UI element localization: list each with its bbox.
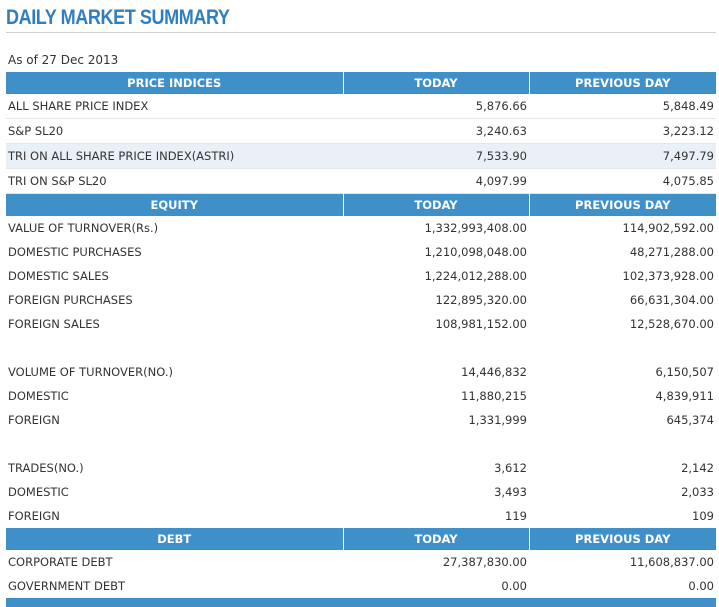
previous-day-value: 109 <box>692 509 714 523</box>
market-summary-table: PRICE INDICES TODAY PREVIOUS DAY ALL SHA… <box>6 72 716 607</box>
today-value: 1,332,993,408.00 <box>424 221 527 235</box>
previous-day-value: 66,631,304.00 <box>629 293 714 307</box>
table-row: VALUE OF TURNOVER(Rs.) 1,332,993,408.00 … <box>6 216 716 240</box>
page-title: DAILY MARKET SUMMARY <box>6 6 230 29</box>
today-value: 122,895,320.00 <box>435 293 527 307</box>
title-divider <box>6 32 716 33</box>
row-label: FOREIGN SALES <box>8 317 100 331</box>
today-header: TODAY <box>343 72 530 94</box>
row-label: DOMESTIC <box>8 389 69 403</box>
today-value: 3,240.63 <box>343 118 529 144</box>
table-footer-bar <box>6 598 716 607</box>
row-label: ALL SHARE PRICE INDEX <box>6 94 343 119</box>
today-value: 27,387,830.00 <box>442 555 527 569</box>
previous-day-value: 48,271,288.00 <box>629 245 714 259</box>
previous-day-value: 2,142 <box>681 461 714 475</box>
table-row: FOREIGN SALES 108,981,152.00 12,528,670.… <box>6 312 716 336</box>
debt-header: DEBT <box>6 528 344 550</box>
previous-day-value: 4,075.85 <box>529 168 716 194</box>
table-row: FOREIGN PURCHASES 122,895,320.00 66,631,… <box>6 288 716 312</box>
table-row: FOREIGN 119 109 <box>6 504 716 528</box>
table-row: S&P SL20 3,240.63 3,223.12 <box>6 118 716 144</box>
previous-day-value: 114,902,592.00 <box>622 221 714 235</box>
table-row-highlighted: TRI ON ALL SHARE PRICE INDEX(ASTRI) 7,53… <box>6 143 716 169</box>
today-value: 3,493 <box>494 485 527 499</box>
row-label: VALUE OF TURNOVER(Rs.) <box>8 221 159 235</box>
table-row: ALL SHARE PRICE INDEX 5,876.66 5,848.49 <box>6 94 716 119</box>
previous-day-header: PREVIOUS DAY <box>529 72 716 94</box>
table-row: DOMESTIC 11,880,215 4,839,911 <box>6 384 716 408</box>
previous-day-value: 3,223.12 <box>529 118 716 144</box>
today-value: 1,224,012,288.00 <box>424 269 527 283</box>
spacer-row <box>6 336 716 360</box>
as-of-date: As of 27 Dec 2013 <box>8 53 119 67</box>
row-label: DOMESTIC PURCHASES <box>8 245 142 259</box>
previous-day-value: 2,033 <box>681 485 714 499</box>
today-value: 14,446,832 <box>461 365 527 379</box>
previous-day-header: PREVIOUS DAY <box>529 528 716 550</box>
previous-day-value: 11,608,837.00 <box>629 555 714 569</box>
today-value: 3,612 <box>494 461 527 475</box>
today-value: 0.00 <box>501 579 527 593</box>
row-label: TRI ON ALL SHARE PRICE INDEX(ASTRI) <box>6 143 343 169</box>
price-indices-header-row: PRICE INDICES TODAY PREVIOUS DAY <box>6 72 716 94</box>
previous-day-value: 0.00 <box>688 579 714 593</box>
equity-header-row: EQUITY TODAY PREVIOUS DAY <box>6 193 716 216</box>
spacer-row <box>6 432 716 456</box>
previous-day-value: 4,839,911 <box>655 389 714 403</box>
row-label: FOREIGN PURCHASES <box>8 293 133 307</box>
row-label: CORPORATE DEBT <box>8 555 113 569</box>
previous-day-value: 645,374 <box>666 413 714 427</box>
previous-day-header: PREVIOUS DAY <box>529 193 716 216</box>
table-row: FOREIGN 1,331,999 645,374 <box>6 408 716 432</box>
today-value: 4,097.99 <box>343 168 529 194</box>
table-row: TRADES(NO.) 3,612 2,142 <box>6 456 716 480</box>
previous-day-value: 6,150,507 <box>655 365 714 379</box>
today-value: 1,210,098,048.00 <box>424 245 527 259</box>
today-value: 108,981,152.00 <box>435 317 527 331</box>
row-label: DOMESTIC <box>8 485 69 499</box>
table-row: TRI ON S&P SL20 4,097.99 4,075.85 <box>6 168 716 194</box>
today-value: 119 <box>505 509 527 523</box>
row-label: DOMESTIC SALES <box>8 269 109 283</box>
today-value: 7,533.90 <box>343 143 529 169</box>
price-indices-header: PRICE INDICES <box>6 72 344 94</box>
table-row: DOMESTIC 3,493 2,033 <box>6 480 716 504</box>
table-row: VOLUME OF TURNOVER(NO.) 14,446,832 6,150… <box>6 360 716 384</box>
previous-day-value: 5,848.49 <box>529 94 716 119</box>
previous-day-value: 12,528,670.00 <box>629 317 714 331</box>
row-label: TRADES(NO.) <box>8 461 84 475</box>
table-row: CORPORATE DEBT 27,387,830.00 11,608,837.… <box>6 550 716 574</box>
table-row: DOMESTIC SALES 1,224,012,288.00 102,373,… <box>6 264 716 288</box>
table-row: GOVERNMENT DEBT 0.00 0.00 <box>6 574 716 598</box>
table-row: DOMESTIC PURCHASES 1,210,098,048.00 48,2… <box>6 240 716 264</box>
row-label: S&P SL20 <box>6 118 343 144</box>
equity-header: EQUITY <box>6 193 344 216</box>
today-value: 11,880,215 <box>461 389 527 403</box>
today-header: TODAY <box>343 193 530 216</box>
row-label: FOREIGN <box>8 509 60 523</box>
row-label: GOVERNMENT DEBT <box>8 579 125 593</box>
today-header: TODAY <box>343 528 530 550</box>
row-label: VOLUME OF TURNOVER(NO.) <box>8 365 173 379</box>
row-label: FOREIGN <box>8 413 60 427</box>
today-value: 1,331,999 <box>468 413 527 427</box>
today-value: 5,876.66 <box>343 94 529 119</box>
previous-day-value: 102,373,928.00 <box>622 269 714 283</box>
previous-day-value: 7,497.79 <box>529 143 716 169</box>
row-label: TRI ON S&P SL20 <box>6 168 343 194</box>
debt-header-row: DEBT TODAY PREVIOUS DAY <box>6 528 716 550</box>
